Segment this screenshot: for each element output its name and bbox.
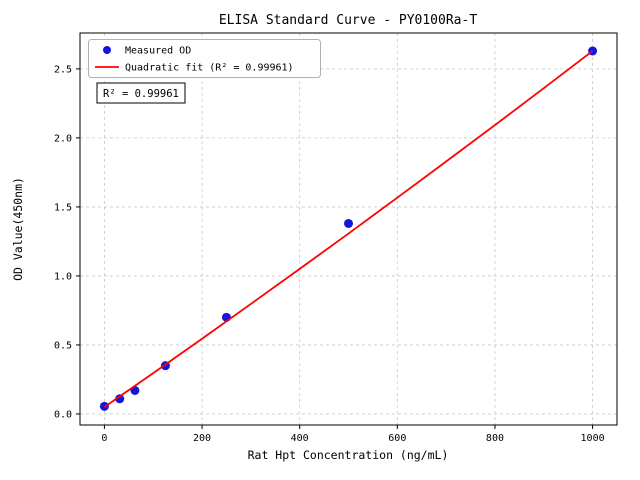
x-tick-label: 0 xyxy=(101,433,107,444)
x-tick-label: 600 xyxy=(388,433,406,444)
x-axis-label: Rat Hpt Concentration (ng/mL) xyxy=(248,448,449,462)
y-tick-label: 0.5 xyxy=(54,340,72,351)
r-squared-annotation-box xyxy=(96,82,186,104)
grid-lines xyxy=(80,33,617,425)
r-squared-annotation: R² = 0.99961 xyxy=(96,82,186,104)
x-tick-label: 800 xyxy=(486,433,504,444)
data-series xyxy=(99,46,598,411)
x-tick-label: 200 xyxy=(193,433,211,444)
y-tick-label: 2.0 xyxy=(54,133,72,144)
legend-fit-label: Quadratic fit (R² = 0.99961) xyxy=(125,63,294,74)
x-tick-label: 400 xyxy=(291,433,309,444)
quadratic-fit-line xyxy=(103,50,594,408)
measured-od-point xyxy=(344,218,353,228)
legend-box xyxy=(88,39,321,78)
y-tick-label: 2.5 xyxy=(54,64,72,75)
r-squared-annotation-text: R² = 0.99961 xyxy=(103,88,179,100)
measured-od-point xyxy=(115,394,125,404)
chart-title: ELISA Standard Curve - PY0100Ra-T xyxy=(219,13,477,28)
plot-border xyxy=(79,32,618,426)
legend-measured-marker-icon xyxy=(103,46,111,54)
legend: Measured OD Quadratic fit (R² = 0.99961) xyxy=(88,39,321,78)
x-tick-label: 1000 xyxy=(581,433,605,444)
y-tick-label: 1.5 xyxy=(54,202,72,213)
y-axis-label: OD Value(450nm) xyxy=(11,177,25,281)
y-tick-label: 0.0 xyxy=(54,409,72,420)
legend-measured-label: Measured OD xyxy=(125,46,191,57)
y-tick-label: 1.0 xyxy=(54,271,72,282)
axis-ticks: 0 200 400 600 800 1000 0.0 0.5 1.0 1.5 2.0 2.5 xyxy=(54,64,605,444)
